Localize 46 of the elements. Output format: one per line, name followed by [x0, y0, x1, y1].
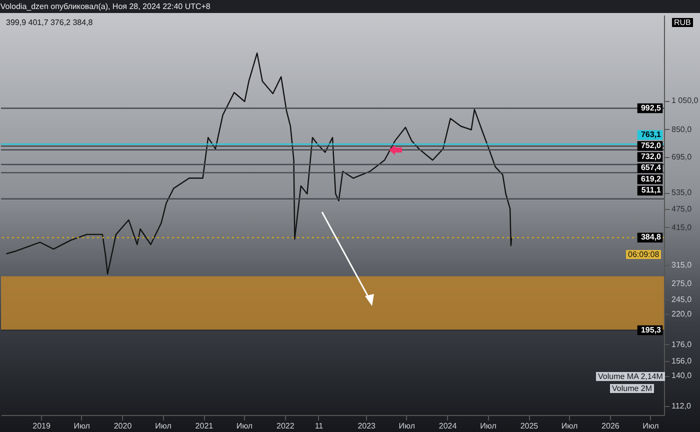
x-tick-label: 2025: [520, 422, 539, 430]
annotation: 06:09:08: [626, 250, 662, 259]
x-tick-label: Июл: [480, 422, 497, 430]
y-tick-label: 112,0: [672, 402, 692, 411]
y-tick-label: 245,0: [672, 294, 692, 304]
x-tick-label: Июл: [236, 422, 253, 430]
y-tick-label: 535,0: [672, 188, 692, 198]
annotation: 399,9 401,7 376,2 384,8: [5, 18, 94, 27]
line-series: [6, 52, 512, 275]
x-tick-label: 2021: [195, 422, 214, 430]
ref-line-label: 195,3: [640, 325, 662, 334]
y-tick-label: 220,0: [672, 309, 692, 318]
annotation: Volume MA 2,14M: [596, 372, 665, 381]
y-tick-label: 415,0: [672, 222, 692, 232]
y-tick-label: 850,0: [672, 124, 692, 134]
ref-line-label: 619,2: [640, 174, 662, 184]
text: RUB: [672, 18, 693, 27]
x-tick-label: Июл: [74, 422, 90, 430]
y-tick-label: 1 050,0: [672, 96, 699, 106]
y-tick-label: 275,0: [672, 279, 692, 288]
ref-line-label: 384,8: [640, 232, 662, 242]
y-tick-label: 176,0: [672, 340, 692, 349]
ref-line-label: 752,0: [640, 141, 662, 150]
x-tick-label: Июл: [561, 422, 578, 430]
chart-title: Volodia_dzen опубликовал(а), Ноя 28, 2024 22:40 UTC+8: [0, 2, 211, 11]
x-tick-label: 2019: [32, 422, 51, 430]
ref-line-label: 657,4: [640, 163, 662, 172]
x-tick-label: Июл: [642, 422, 660, 430]
x-tick-label: 2023: [358, 422, 376, 430]
y-tick-label: 140,0: [672, 371, 692, 380]
ref-line-label: 732,0: [640, 152, 662, 162]
ref-line-label: 511,1: [641, 186, 662, 195]
y-tick-label: 315,0: [672, 260, 692, 270]
ref-line-label: 763,1: [640, 130, 662, 139]
ref-line-label: 992,5: [640, 103, 662, 112]
y-tick-label: 156,0: [672, 356, 692, 366]
x-tick-label: Июл: [155, 422, 172, 430]
y-tick-label: 695,0: [672, 152, 692, 162]
x-tick-label: 2020: [114, 422, 132, 430]
annotation: Volume 2M: [610, 384, 654, 393]
x-tick-label: 2022: [276, 422, 295, 430]
x-tick-label: 2024: [438, 422, 458, 430]
x-tick-label: 11: [314, 422, 324, 430]
x-tick-label: Июл: [398, 422, 416, 430]
y-tick-label: 475,0: [672, 204, 692, 214]
x-tick-label: 2026: [602, 422, 620, 430]
